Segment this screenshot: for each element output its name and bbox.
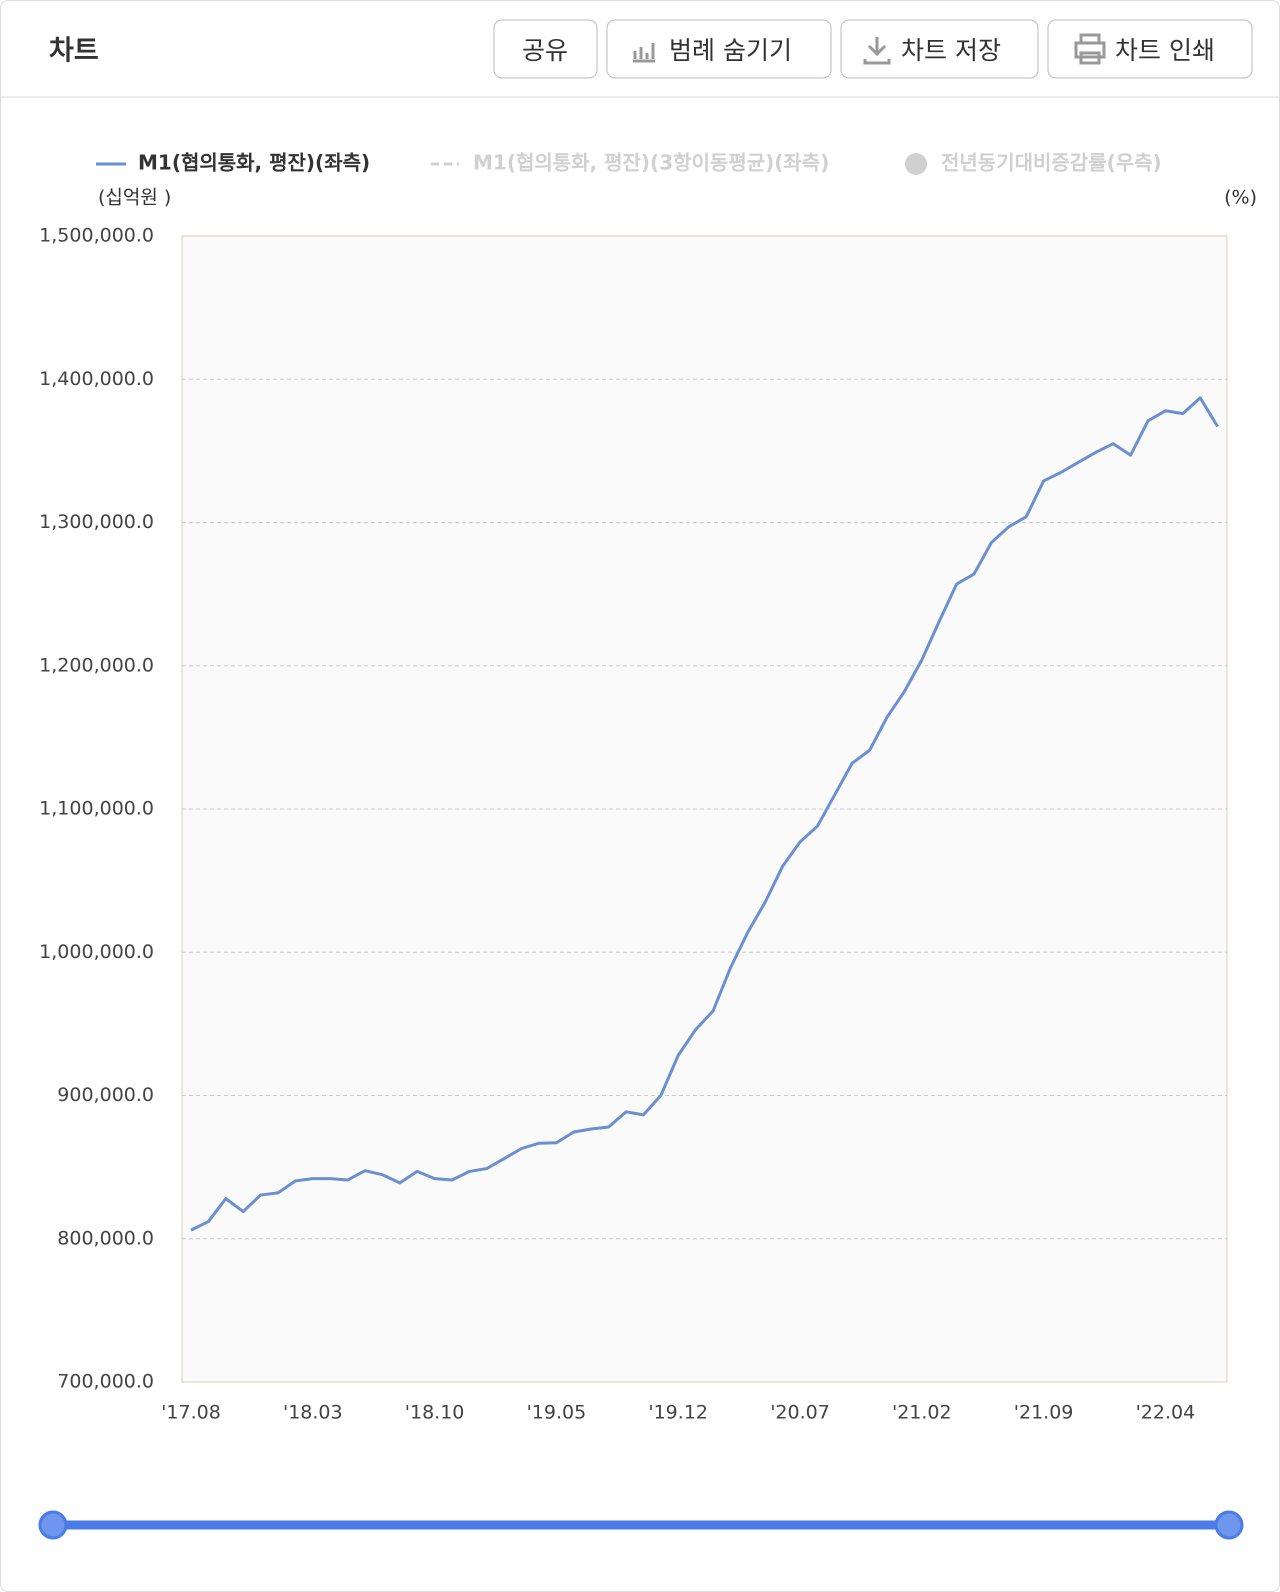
header-title: 차트 <box>49 36 99 67</box>
y-tick-label: 900,000.0 <box>57 1084 154 1106</box>
y-tick-label: 700,000.0 <box>57 1371 154 1393</box>
range-handle-start[interactable] <box>38 1510 68 1540</box>
y-unit-right: (%) <box>1224 187 1257 209</box>
x-tick-label: '19.05 <box>527 1402 587 1424</box>
y-tick-label: 1,200,000.0 <box>39 654 154 676</box>
button-label: 공유 <box>522 36 568 65</box>
share-button[interactable]: 공유 <box>493 19 598 79</box>
print-button[interactable]: 차트 인쇄 <box>1047 19 1253 79</box>
button-label: 범례 숨기기 <box>669 36 792 65</box>
x-tick-label: '18.10 <box>405 1402 465 1424</box>
button-label: 차트 인쇄 <box>1115 36 1215 65</box>
x-tick-label: '18.03 <box>283 1402 343 1424</box>
x-tick-label: '19.12 <box>648 1402 708 1424</box>
legend-label: M1(협의통화, 평잔)(좌측) <box>138 151 370 175</box>
y-tick-label: 1,500,000.0 <box>39 225 154 247</box>
x-tick-label: '22.04 <box>1136 1402 1196 1424</box>
data-line <box>190 396 1219 1232</box>
legend-swatch <box>905 153 927 175</box>
y-tick-label: 1,400,000.0 <box>39 368 154 390</box>
save-button[interactable]: 차트 저장 <box>840 19 1039 79</box>
x-tick-label: '21.02 <box>892 1402 952 1424</box>
legend-label: 전년동기대비증감률(우측) <box>941 151 1162 175</box>
button-label: 차트 저장 <box>901 36 1001 65</box>
x-tick-label: '21.09 <box>1014 1402 1074 1424</box>
x-tick-label: '17.08 <box>161 1402 221 1424</box>
range-handle-end[interactable] <box>1214 1510 1244 1540</box>
legend-toggle-button[interactable]: 범례 숨기기 <box>606 19 832 79</box>
legend-label: M1(협의통화, 평잔)(3항이동평균)(좌측) <box>473 151 829 175</box>
y-tick-label: 800,000.0 <box>57 1227 154 1249</box>
x-tick-label: '20.07 <box>770 1402 830 1424</box>
y-unit-left: (십억원 ) <box>98 187 171 209</box>
y-tick-label: 1,300,000.0 <box>39 511 154 533</box>
y-tick-label: 1,100,000.0 <box>39 798 154 820</box>
y-tick-label: 1,000,000.0 <box>39 941 154 963</box>
